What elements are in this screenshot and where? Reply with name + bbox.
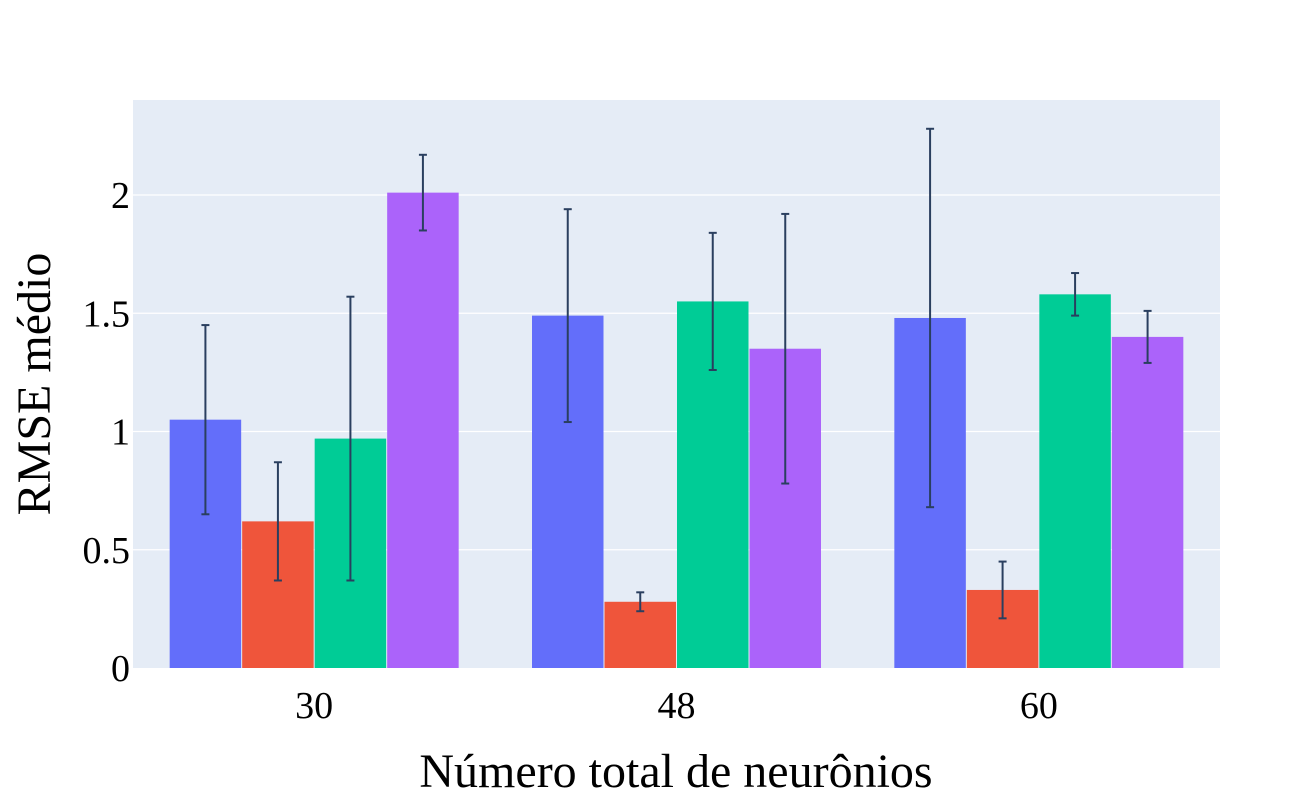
bar [1039,294,1111,668]
x-tick-label: 48 [658,685,696,727]
x-tick-labels: 30 48 60 [295,685,1058,727]
x-tick-label: 60 [1020,685,1058,727]
y-tick-label: 2 [111,175,130,217]
y-tick-labels: 0 0.5 1 1.5 2 [83,175,131,690]
y-tick-label: 1 [111,412,130,454]
bar [604,601,676,668]
y-tick-label: 0.5 [83,530,131,572]
error-bars [201,127,1152,620]
bar [1111,336,1184,668]
y-tick-label: 1.5 [83,293,131,335]
x-axis-title: Número total de neurônios [419,745,932,798]
y-axis-title: RMSE médio [8,253,61,516]
x-tick-label: 30 [295,685,333,727]
gridlines [133,194,1220,551]
bar [387,192,459,668]
y-tick-label: 0 [111,648,130,690]
